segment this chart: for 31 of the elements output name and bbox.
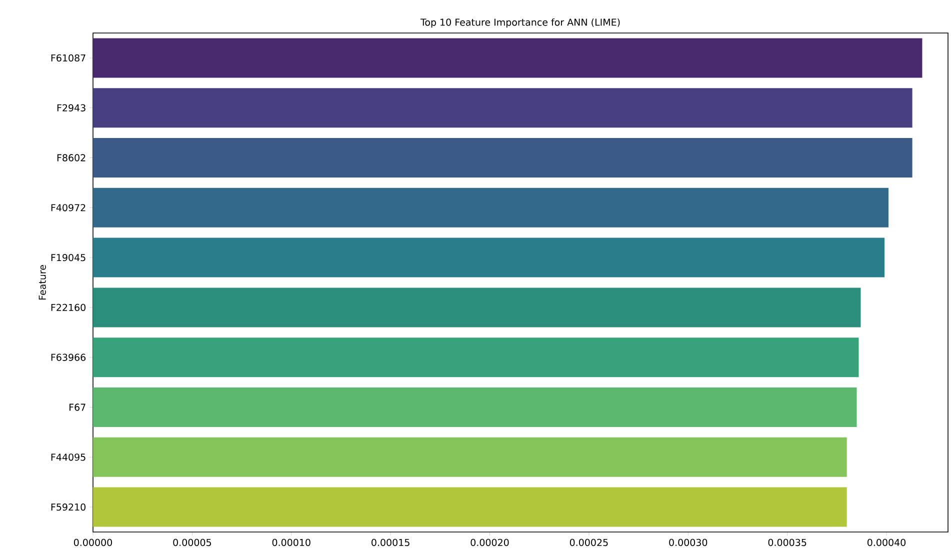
x-tick-label: 0.00015 (372, 538, 410, 546)
y-tick-label: F44095 (51, 454, 86, 461)
chart-title: Top 10 Feature Importance for ANN (LIME) (420, 18, 620, 28)
bar (93, 437, 847, 477)
y-tick-label: F59210 (51, 503, 86, 511)
y-tick-label: F2943 (57, 104, 86, 112)
y-tick-label: F40972 (51, 204, 86, 212)
x-tick-label: 0.00005 (173, 538, 211, 546)
y-tick-label: F61087 (51, 54, 86, 62)
bar (93, 487, 847, 527)
bar (93, 38, 922, 78)
x-tick-label: 0.00035 (768, 538, 806, 546)
y-tick-label: F63966 (51, 354, 86, 361)
x-tick-label: 0.00025 (570, 538, 608, 546)
bar (93, 238, 885, 278)
bar (93, 338, 859, 378)
bar (93, 388, 857, 428)
bar (93, 188, 888, 228)
y-axis-title: Feature (38, 265, 46, 300)
y-tick-label: F67 (70, 404, 86, 411)
x-tick-label: 0.00020 (470, 538, 509, 546)
bar (93, 288, 861, 328)
x-tick-label: 0.00040 (867, 538, 906, 546)
y-tick-label: F8602 (57, 154, 86, 162)
x-tick-label: 0.00010 (272, 538, 310, 546)
x-tick-label: 0.00030 (669, 538, 708, 546)
bar (93, 138, 912, 178)
y-tick-label: F19045 (51, 254, 86, 262)
x-tick-label: 0.00000 (74, 538, 112, 546)
bar (93, 88, 912, 128)
y-tick-label: F22160 (51, 304, 86, 312)
